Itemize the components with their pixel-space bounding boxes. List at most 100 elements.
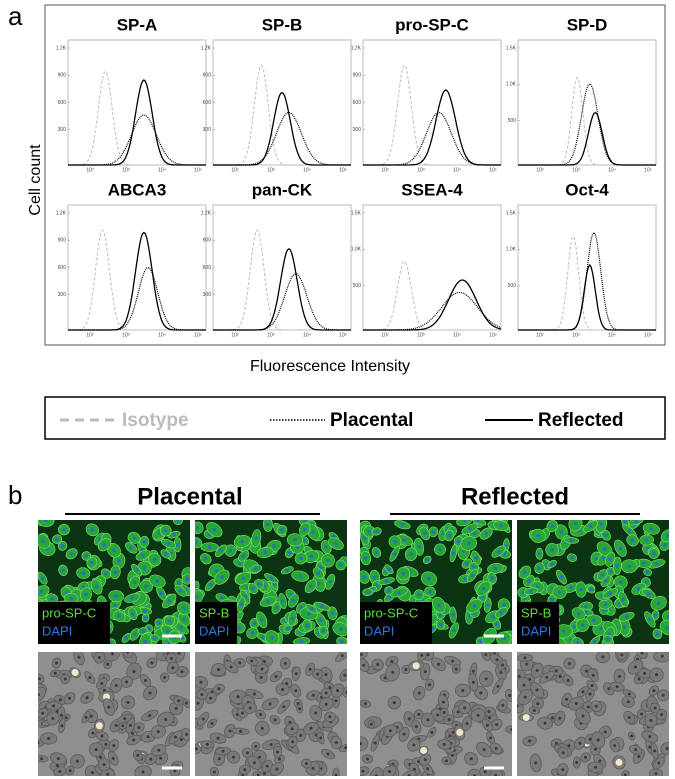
label-box (517, 602, 559, 644)
nucleus (237, 626, 242, 630)
nucleus (302, 538, 307, 543)
x-tick-label: 10⁴ (608, 167, 616, 173)
x-tick-label: 10² (86, 332, 94, 338)
nucleus (468, 527, 472, 531)
nucleus (60, 544, 65, 548)
nucleus (254, 567, 258, 571)
nucleus (238, 560, 242, 565)
nucleus (640, 712, 644, 716)
nucleus (586, 705, 590, 709)
x-tick-label: 10³ (417, 167, 425, 173)
nucleus (651, 551, 656, 556)
nucleus (550, 524, 555, 528)
nucleus (479, 691, 483, 695)
nucleus (561, 751, 565, 755)
nucleus (155, 579, 160, 583)
nucleus (102, 542, 107, 547)
nucleus (157, 620, 161, 625)
nucleus (409, 552, 413, 557)
nucleus (387, 588, 391, 593)
nucleus (117, 559, 121, 563)
nucleus (298, 574, 302, 578)
nucleus (613, 744, 617, 748)
nucleus (366, 590, 370, 594)
nucleus (653, 613, 658, 618)
nucleus (644, 580, 648, 585)
isotype-curve (68, 70, 206, 166)
nucleus (478, 639, 483, 644)
nucleus (444, 759, 448, 763)
label-box (360, 602, 432, 644)
nucleus (648, 735, 652, 739)
nucleus (529, 589, 533, 594)
nucleus (126, 652, 130, 654)
y-tick-label: 1.2K (201, 45, 212, 51)
nucleus (344, 746, 347, 750)
reflected-curve (518, 263, 656, 331)
nucleus (159, 756, 163, 760)
nucleus (574, 702, 578, 706)
nucleus (290, 727, 294, 731)
nucleus (299, 639, 304, 644)
nucleus (266, 599, 270, 604)
nucleus (426, 718, 430, 722)
nucleus (102, 688, 106, 692)
nucleus (324, 702, 328, 706)
y-tick-label: 1.5K (351, 210, 362, 216)
nucleus (256, 773, 260, 776)
y-tick-label: 500 (353, 283, 362, 289)
nucleus (517, 704, 519, 708)
nucleus (324, 545, 329, 549)
nucleus (428, 683, 432, 687)
nucleus (149, 757, 153, 761)
nucleus (309, 606, 314, 611)
nucleus (319, 618, 323, 623)
nucleus (627, 692, 631, 696)
nucleus (482, 748, 486, 752)
nucleus (228, 729, 232, 733)
nucleus (648, 745, 652, 749)
nucleus (437, 603, 441, 607)
nucleus (179, 738, 183, 742)
nucleus (128, 723, 132, 727)
x-tick-label: 10⁵ (194, 167, 202, 173)
nucleus (261, 635, 266, 640)
y-tick-label: 900 (203, 73, 212, 79)
nucleus (376, 663, 380, 667)
isotype-curve (213, 229, 351, 331)
nucleus (484, 653, 488, 657)
nucleus (308, 667, 312, 671)
nucleus (144, 679, 148, 683)
nucleus (578, 741, 582, 745)
nucleus (428, 590, 432, 594)
nucleus (436, 713, 440, 717)
nucleus (250, 631, 255, 635)
nucleus (567, 744, 571, 748)
nucleus (143, 639, 148, 644)
nucleus (260, 667, 264, 671)
reflected-curve (213, 247, 351, 331)
nucleus (463, 706, 467, 710)
reflected-curve (518, 111, 656, 166)
x-tick-label: 10⁵ (644, 332, 652, 338)
nucleus (241, 554, 246, 558)
placental-curve (68, 114, 206, 166)
nucleus (214, 569, 219, 573)
nucleus (263, 771, 267, 775)
nucleus (307, 611, 311, 616)
nucleus (665, 746, 669, 750)
nucleus (451, 730, 455, 734)
nucleus (203, 556, 208, 561)
nucleus (599, 522, 603, 526)
nucleus (392, 701, 396, 705)
nucleus (484, 531, 488, 536)
panel-a-frame (44, 4, 666, 346)
nucleus (654, 561, 659, 566)
nucleus (84, 715, 88, 719)
isotype-curve (213, 64, 351, 166)
nucleus (69, 551, 74, 556)
reflected-curve (68, 79, 206, 166)
panel-label: a (8, 1, 23, 31)
nucleus (654, 772, 658, 776)
nucleus (217, 687, 221, 691)
